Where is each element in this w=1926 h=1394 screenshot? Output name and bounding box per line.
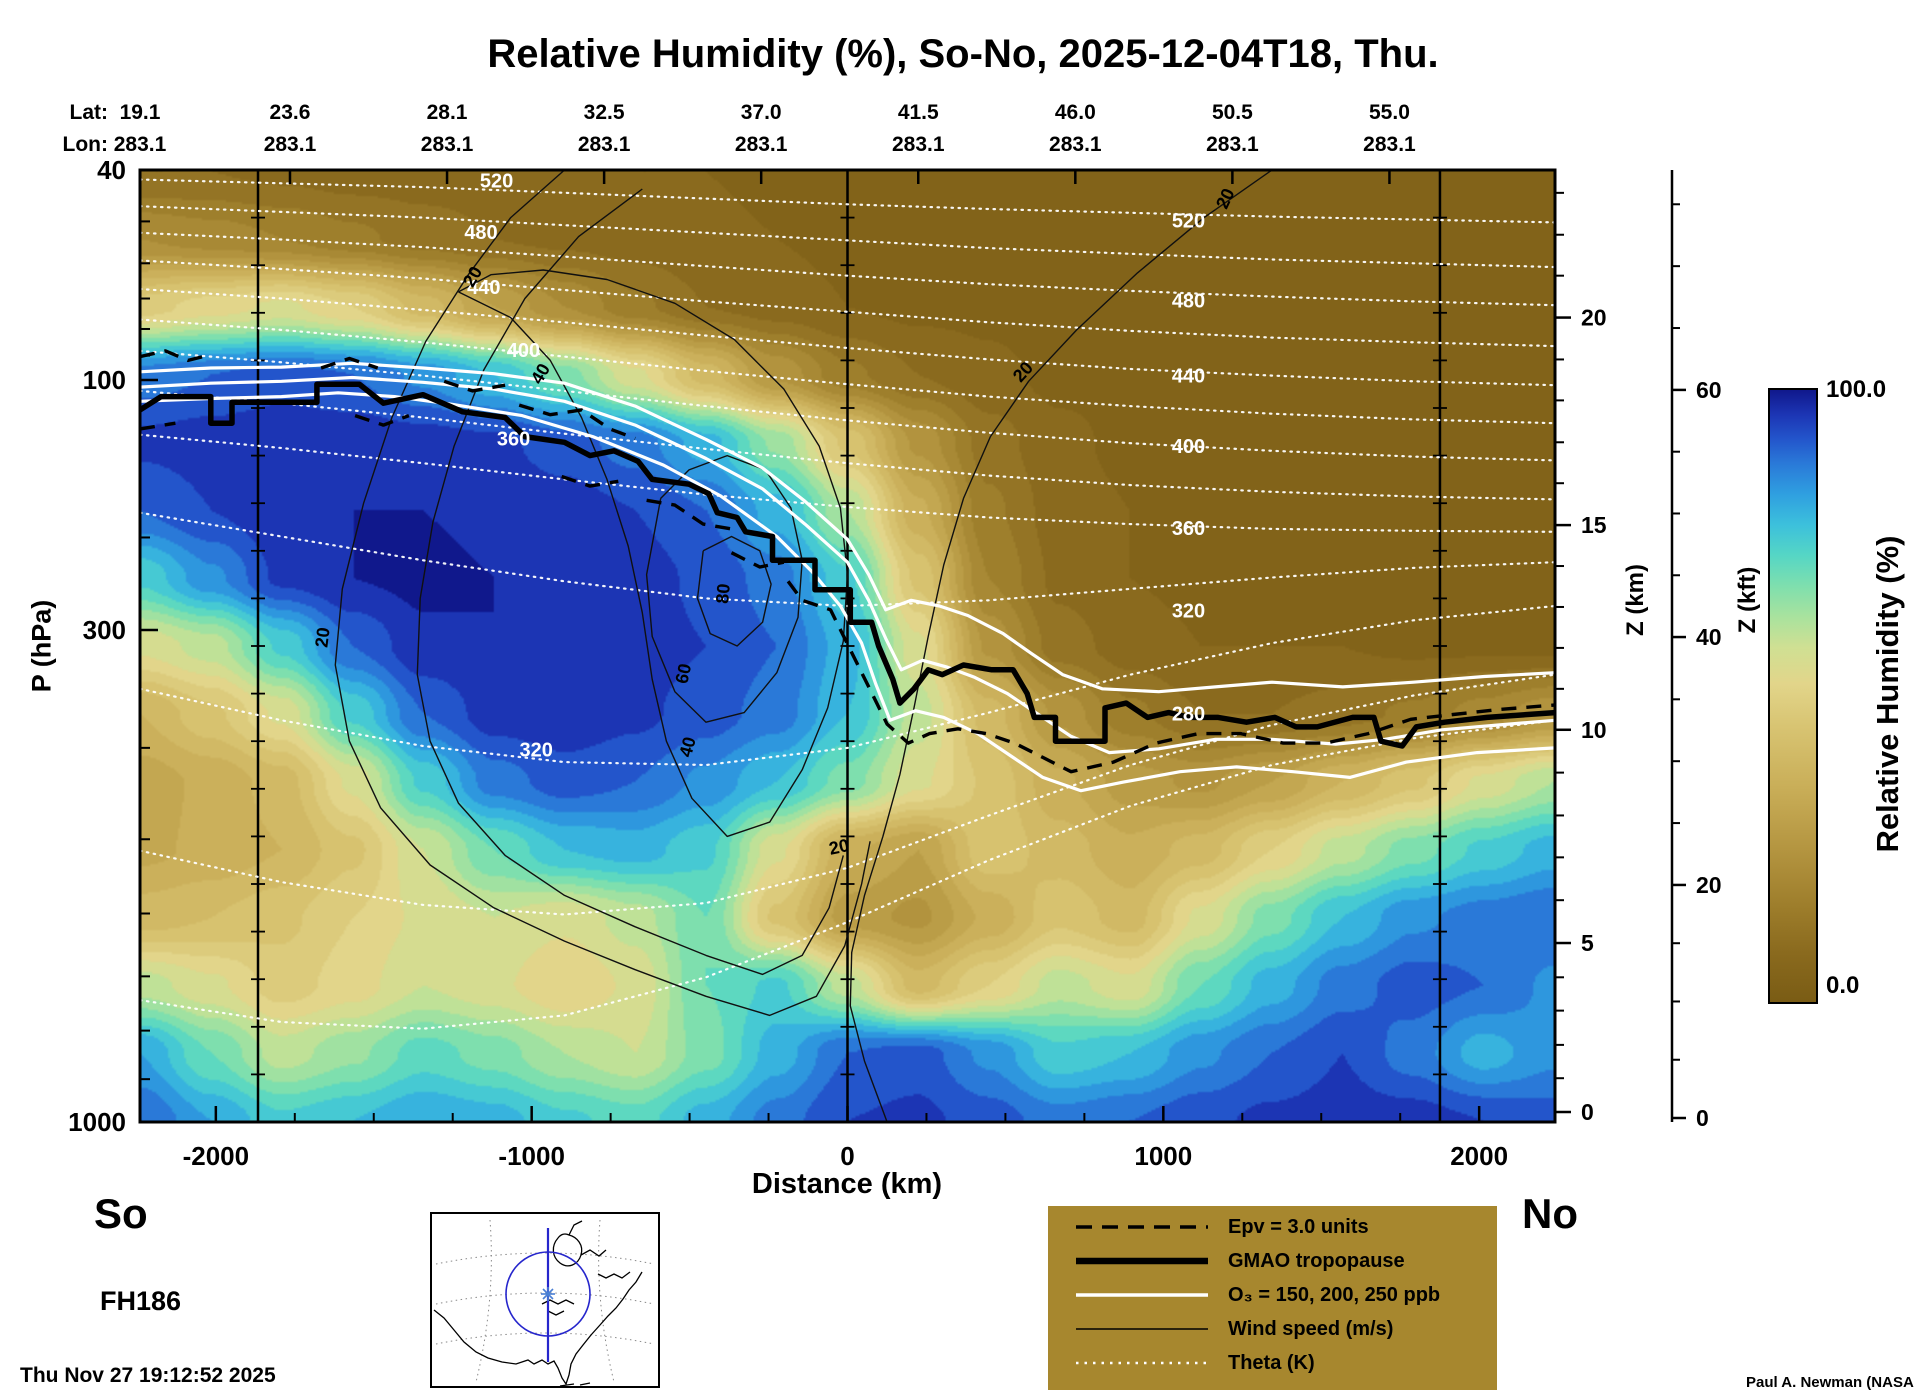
- legend-box: Epv = 3.0 units GMAO tropopause O₃ = 150, …: [1048, 1206, 1497, 1390]
- zkm-tick-label-5: 5: [1581, 930, 1594, 956]
- colorbar-title: Relative Humidity (%): [1870, 535, 1905, 853]
- distance-axis-title: Distance (km): [751, 1168, 943, 1200]
- x-tick-label--2000: -2000: [183, 1141, 250, 1171]
- lat-value-4: 37.0: [740, 101, 782, 124]
- x-tick-label--1000: -1000: [498, 1141, 565, 1171]
- map-inset-frame: [430, 1212, 660, 1388]
- lon-value-6: 283.1: [1049, 133, 1102, 156]
- zkm-tick-label-10: 10: [1581, 717, 1607, 743]
- lat-axis-label: Lat:: [69, 101, 109, 124]
- zkft-tick-label-60: 60: [1696, 377, 1722, 403]
- lon-value-3: 283.1: [577, 133, 631, 156]
- lon-value-8: 283.1: [1363, 133, 1416, 156]
- north-endpoint-label: No: [1522, 1190, 1578, 1237]
- legend-item-2: O₃ = 150, 200, 250 ppb: [1048, 1280, 1497, 1310]
- lat-row: Lat: 19.1 23.6 28.1 32.5 37.0 41.5 46.0 50.5 55.…: [0, 101, 1926, 127]
- lat-value-3: 32.5: [583, 101, 625, 124]
- p-tick-label-300: 300: [83, 615, 126, 645]
- zkft-axis-title: Z (kft): [1734, 566, 1761, 634]
- lat-value-6: 46.0: [1054, 101, 1096, 124]
- lon-value-2: 283.1: [420, 133, 474, 156]
- zkft-tick-label-0: 0: [1696, 1105, 1709, 1131]
- legend-item-3: Wind speed (m/s): [1048, 1314, 1497, 1344]
- legend-label-2: O₃ = 150, 200, 250 ppb: [1228, 1283, 1441, 1306]
- zkm-tick-label-0: 0: [1581, 1099, 1594, 1125]
- lon-value-1: 283.1: [263, 133, 317, 156]
- zkm-tick-label-20: 20: [1581, 305, 1607, 331]
- map-graticule: [435, 1219, 655, 1383]
- x-tick-label-0: 0: [840, 1141, 854, 1171]
- forecast-hour-label: FH186: [100, 1286, 182, 1316]
- colorbar: [1768, 388, 1818, 1004]
- legend-line-sample-o3white: [1076, 1293, 1208, 1297]
- lon-axis-label: Lon:: [62, 133, 108, 156]
- zkft-tick-label-40: 40: [1696, 624, 1722, 650]
- lat-value-2: 28.1: [426, 101, 468, 124]
- lon-row: Lon: 283.1 283.1 283.1 283.1 283.1 283.1 283.1…: [0, 133, 1926, 159]
- zkm-axis-title: Z (km): [1622, 564, 1649, 636]
- legend-item-1: GMAO tropopause: [1048, 1246, 1497, 1276]
- lat-value-7: 50.5: [1211, 101, 1253, 124]
- legend-line-sample-thin: [1076, 1328, 1208, 1330]
- lon-value-4: 283.1: [734, 133, 788, 156]
- lat-value-1: 23.6: [269, 101, 311, 124]
- lon-value-5: 283.1: [891, 133, 945, 156]
- map-center-star-icon: [541, 1287, 555, 1301]
- legend-line-sample-dottedwhite: [1076, 1361, 1208, 1365]
- zkft-tick-label-20: 20: [1696, 872, 1722, 898]
- legend-label-0: Epv = 3.0 units: [1228, 1215, 1369, 1238]
- legend-line-sample-dashed: [1076, 1225, 1208, 1229]
- legend-label-1: GMAO tropopause: [1228, 1249, 1405, 1272]
- lon-value-0: 283.1: [113, 133, 167, 156]
- x-tick-label-1000: 1000: [1134, 1141, 1192, 1171]
- rh-field-canvas: [140, 170, 1555, 1122]
- colorbar-min-label: 0.0: [1826, 972, 1860, 999]
- lat-value-0: 19.1: [119, 101, 161, 124]
- x-tick-label-2000: 2000: [1450, 1141, 1508, 1171]
- p-tick-label-100: 100: [83, 365, 126, 395]
- p-tick-label-1000: 1000: [68, 1107, 126, 1137]
- page-title: Relative Humidity (%), So-No, 2025-12-04…: [487, 32, 1439, 76]
- creation-timestamp: Thu Nov 27 19:12:52 2025: [20, 1364, 276, 1387]
- legend-label-3: Wind speed (m/s): [1228, 1317, 1394, 1340]
- south-endpoint-label: So: [94, 1190, 148, 1237]
- credit-text: Paul A. Newman (NASA: [1746, 1374, 1914, 1391]
- zkm-tick-label-15: 15: [1581, 512, 1607, 538]
- legend-line-sample-thick: [1076, 1257, 1208, 1265]
- lat-value-5: 41.5: [897, 101, 939, 124]
- legend-item-4: Theta (K): [1048, 1348, 1497, 1378]
- pressure-axis-title: P (hPa): [26, 599, 57, 693]
- legend-item-0: Epv = 3.0 units: [1048, 1212, 1497, 1242]
- map-inset: [430, 1212, 660, 1388]
- p-tick-label-40: 40: [97, 155, 126, 185]
- colorbar-max-label: 100.0: [1826, 376, 1887, 403]
- lat-value-8: 55.0: [1369, 101, 1410, 124]
- lon-value-7: 283.1: [1206, 133, 1259, 156]
- legend-label-4: Theta (K): [1228, 1351, 1315, 1374]
